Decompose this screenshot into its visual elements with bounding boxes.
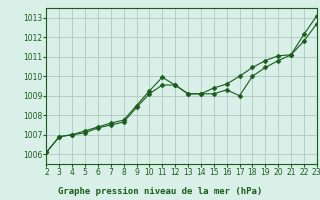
Text: Graphe pression niveau de la mer (hPa): Graphe pression niveau de la mer (hPa) — [58, 187, 262, 196]
